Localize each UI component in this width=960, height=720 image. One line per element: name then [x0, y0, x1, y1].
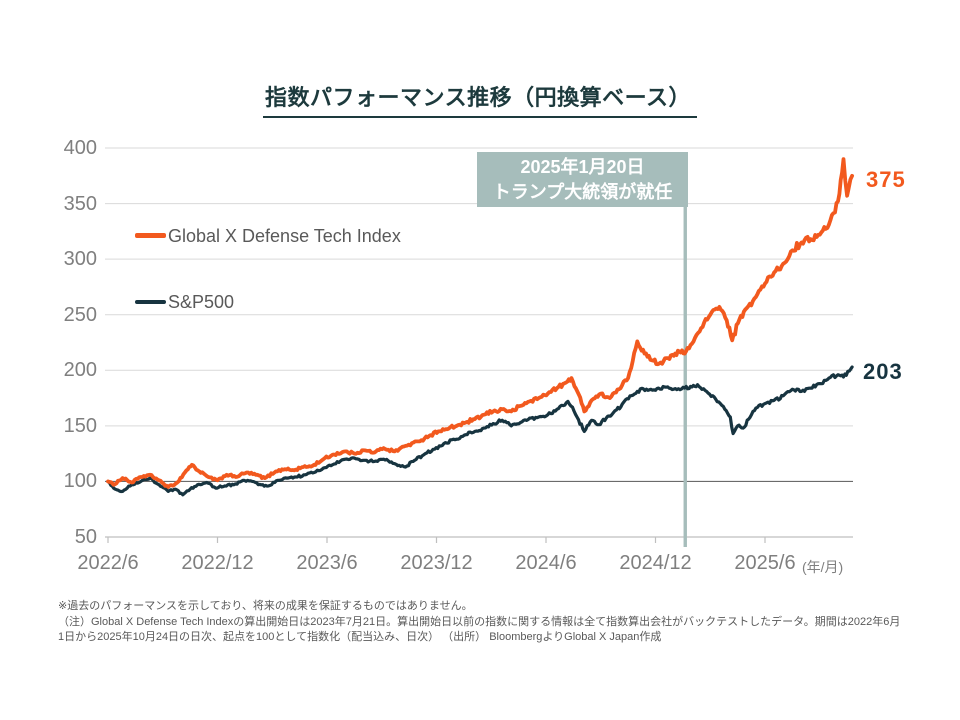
- legend-label-sp500: S&P500: [168, 292, 235, 312]
- y-tick-label: 200: [63, 359, 97, 382]
- x-axis-unit-label: (年/月): [802, 559, 844, 575]
- y-tick-label: 250: [63, 303, 97, 326]
- y-axis-labels: 400 350 300 250 200 150 100 50: [40, 0, 97, 720]
- y-tick-label: 350: [63, 192, 97, 215]
- x-tick-label: 2023/12: [400, 552, 473, 574]
- footnote-line-3: 1日から2025年10月24日の日次、起点を100として指数化（配当込み、日次）…: [58, 631, 662, 643]
- series-line-sp500: [106, 365, 854, 497]
- x-axis-labels: 2022/6 2022/12 2023/6 2023/12 2024/6 2024/12 2…: [0, 552, 960, 578]
- event-annotation-box: 2025年1月20日 トランプ大統領が就任: [477, 152, 688, 207]
- x-tick-label: 2022/12: [181, 552, 254, 574]
- legend-line-defense-icon: [135, 233, 166, 238]
- footnote-line-1: ※過去のパフォーマンスを示しており、将来の成果を保証するものではありません。: [58, 600, 473, 612]
- end-value-sp500: 203: [863, 359, 903, 384]
- end-value-defense: 375: [866, 167, 906, 192]
- y-tick-label: 300: [63, 248, 97, 271]
- x-tick-label: 2025/6: [734, 552, 796, 574]
- event-annotation-text: トランプ大統領が就任: [492, 181, 673, 202]
- title-row: 指数パフォーマンス推移（円換算ベース）: [0, 80, 960, 118]
- x-tick-label: 2024/12: [619, 552, 692, 574]
- y-tick-label: 100: [63, 470, 97, 493]
- legend-label-defense: Global X Defense Tech Index: [168, 226, 401, 246]
- page-title: 指数パフォーマンス推移（円換算ベース）: [263, 80, 697, 118]
- x-tick-label: 2022/6: [77, 552, 139, 574]
- footnotes: ※過去のパフォーマンスを示しており、将来の成果を保証するものではありません。 （…: [58, 599, 920, 646]
- footnote-line-2: （注）Global X Defense Tech Indexの算出開始日は202…: [58, 615, 901, 628]
- event-annotation-date: 2025年1月20日: [520, 156, 645, 177]
- y-tick-label: 400: [63, 137, 97, 159]
- x-tick-label: 2024/6: [515, 552, 577, 574]
- series-line-defense: [106, 157, 854, 489]
- legend-line-sp500-icon: [135, 300, 166, 304]
- x-tick-label: 2023/6: [296, 552, 358, 574]
- y-tick-label: 50: [74, 526, 97, 548]
- y-tick-label: 150: [63, 414, 97, 437]
